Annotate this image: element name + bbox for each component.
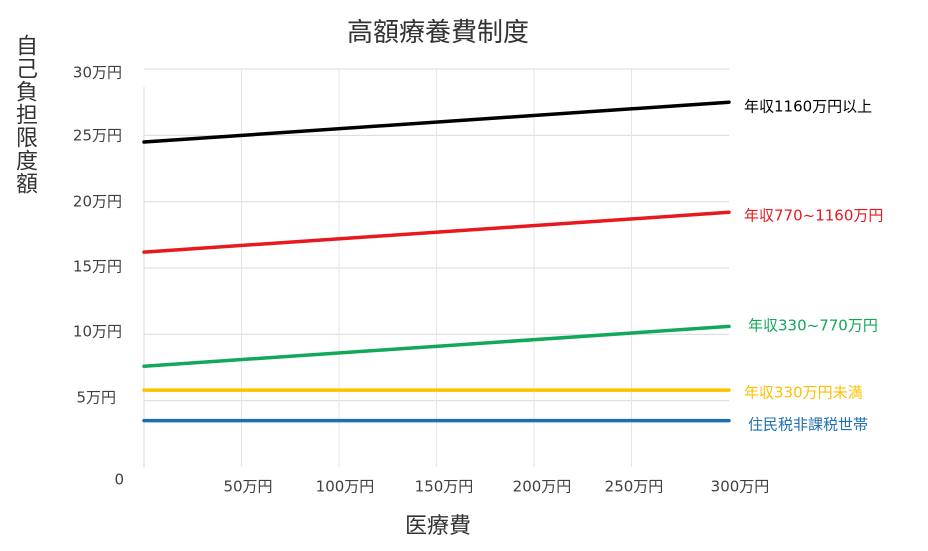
series-line [142,210,731,254]
x-tick-label: 200万円 [513,478,572,496]
series-label: 年収330~770万円 [748,317,878,335]
series-line [142,324,731,368]
series-label: 年収1160万円以上 [744,98,872,116]
y-tick-label: 10万円 [73,323,122,341]
y-tick-label: 0 [114,471,124,489]
y-tick-label: 5万円 [76,389,116,407]
y-axis-label: 自己負担限度額 [12,34,37,195]
x-tick-label: 50万円 [223,478,272,496]
y-tick-label: 20万円 [73,193,122,211]
series-label: 年収330万円未満 [744,384,863,402]
x-tick-label: 150万円 [415,478,474,496]
x-axis-label: 医療費 [404,514,471,539]
chart-title: 高額療養費制度 [346,18,529,48]
y-tick-label: 30万円 [73,64,122,82]
x-tick-label: 300万円 [711,478,770,496]
y-tick-label: 25万円 [73,127,122,145]
y-tick-label: 15万円 [73,258,122,276]
x-tick-label: 250万円 [605,478,664,496]
series-line [142,100,731,144]
series-label: 年収770~1160万円 [744,207,883,225]
x-tick-label: 100万円 [316,478,375,496]
series-label: 住民税非課税世帯 [748,416,868,434]
